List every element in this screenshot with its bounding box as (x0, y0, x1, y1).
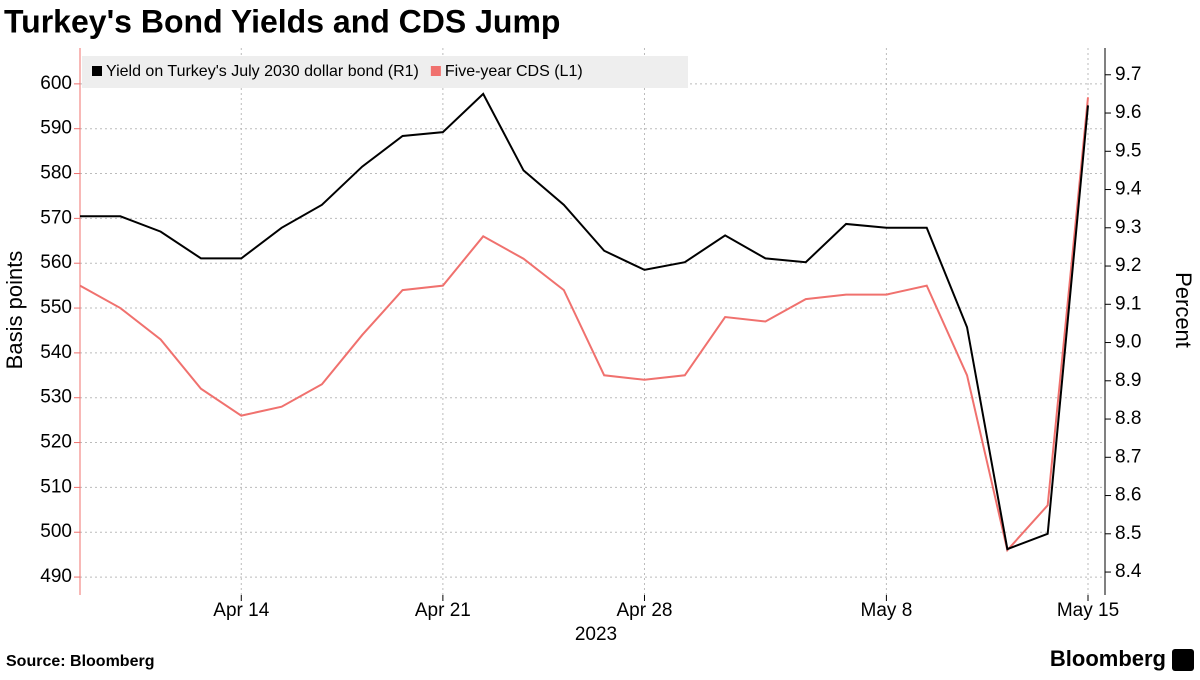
y2-tick-label: 8.9 (1115, 370, 1141, 391)
y2-tick-label: 8.8 (1115, 408, 1141, 429)
legend-box (82, 56, 688, 88)
y-axis-label: Basis points (2, 251, 27, 370)
x-tick-label: Apr 14 (213, 600, 269, 621)
series-line (79, 97, 1089, 553)
y2-tick-label: 9.2 (1115, 255, 1141, 276)
legend-swatch (430, 66, 441, 76)
y2-tick-label: 9.6 (1115, 102, 1141, 123)
y2-axis-label: Percent (1171, 272, 1196, 348)
y-tick-label: 500 (40, 521, 72, 542)
y-tick-label: 540 (40, 342, 72, 363)
y2-tick-label: 8.7 (1115, 446, 1141, 467)
y-tick-label: 490 (40, 566, 72, 587)
y2-tick-label: 9.7 (1115, 64, 1141, 85)
y2-tick-label: 8.6 (1115, 485, 1141, 506)
x-tick-label: Apr 21 (415, 600, 471, 621)
series-line (80, 92, 1089, 551)
y-tick-label: 590 (40, 118, 72, 139)
y-tick-label: 530 (40, 387, 72, 408)
y-tick-label: 570 (40, 207, 72, 228)
y-tick-label: 510 (40, 476, 72, 497)
legend-label: Yield on Turkey's July 2030 dollar bond … (106, 63, 419, 80)
x-tick-label: May 8 (861, 600, 913, 621)
y-tick-label: 600 (40, 73, 72, 94)
y2-tick-label: 9.4 (1115, 179, 1142, 200)
x-tick-label: Apr 28 (616, 600, 672, 621)
y-tick-label: 550 (40, 297, 72, 318)
source: Source: Bloomberg (6, 653, 154, 670)
y2-tick-label: 9.0 (1115, 332, 1141, 353)
y2-tick-label: 9.5 (1115, 140, 1141, 161)
y2-tick-label: 8.4 (1115, 561, 1142, 582)
chart-title: Turkey's Bond Yields and CDS Jump (4, 3, 560, 39)
brand: Bloomberg (1050, 646, 1166, 671)
y2-tick-label: 9.3 (1115, 217, 1141, 238)
y-tick-label: 520 (40, 432, 72, 453)
y-tick-label: 560 (40, 252, 72, 273)
x-tick-label: May 15 (1057, 600, 1119, 621)
y-tick-label: 580 (40, 163, 72, 184)
y2-tick-label: 8.5 (1115, 523, 1141, 544)
y2-tick-label: 9.1 (1115, 293, 1141, 314)
legend-label: Five-year CDS (L1) (445, 63, 583, 80)
x-axis-label: 2023 (575, 624, 617, 645)
brand-icon (1172, 649, 1194, 671)
legend-swatch (92, 66, 102, 76)
